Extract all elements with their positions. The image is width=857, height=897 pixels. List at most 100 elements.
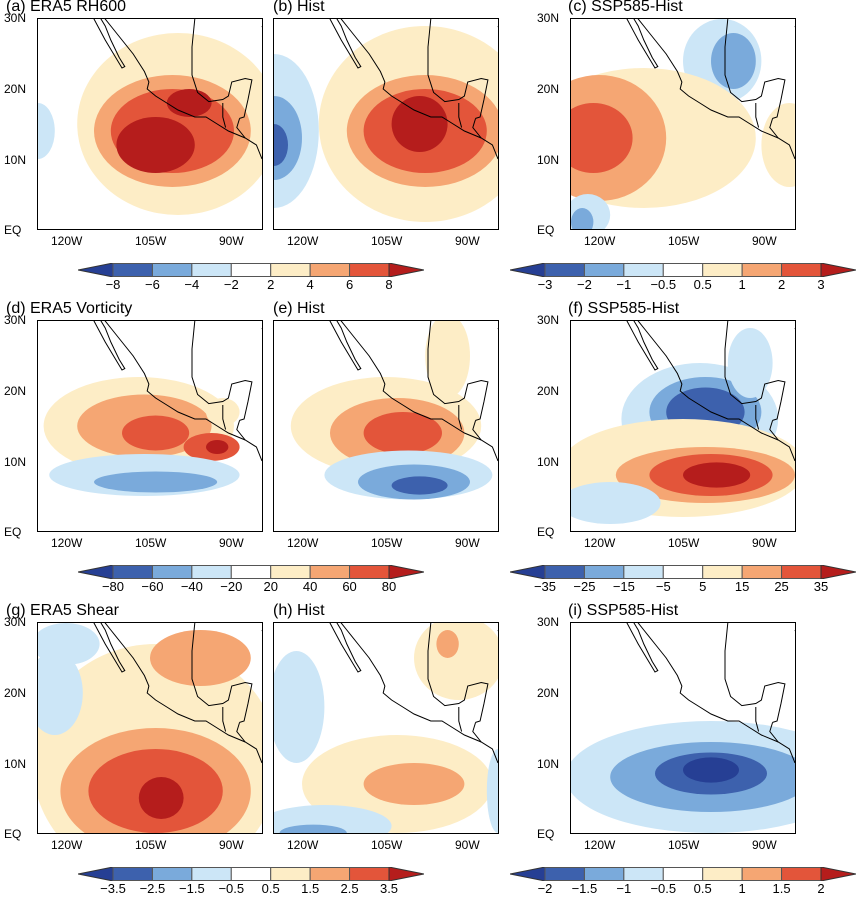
coastline	[633, 321, 795, 461]
lon-tick-label: 105W	[668, 838, 700, 852]
coastline	[428, 623, 488, 722]
colorbar-label: 80	[381, 579, 397, 594]
colorbar	[78, 867, 424, 881]
colorbar-label: −0.5	[650, 277, 677, 292]
colorbar-segment	[230, 565, 272, 579]
coastline	[192, 19, 252, 118]
colorbar-label: 3.5	[379, 881, 399, 896]
coastline	[725, 19, 785, 118]
colorbar-label: −1	[616, 881, 632, 896]
colorbar-segment	[112, 263, 153, 277]
colorbar	[510, 565, 856, 579]
map-panel	[273, 320, 499, 532]
colorbar-label: −5	[655, 579, 671, 594]
lat-tick-label: 30N	[537, 313, 560, 327]
colorbar-segment	[230, 867, 272, 881]
colorbar-segment	[702, 565, 743, 579]
panel-title: (d) ERA5 Vorticity	[6, 300, 133, 317]
lon-tick-label: 90W	[455, 234, 480, 248]
colorbar-label: −0.5	[650, 881, 677, 896]
colorbar-label: −2	[537, 881, 553, 896]
coastline	[459, 707, 481, 742]
contour-fill	[150, 630, 251, 686]
colorbar-segment	[349, 565, 390, 579]
lat-tick-label: EQ	[537, 827, 555, 841]
lat-tick-label: EQ	[4, 223, 22, 237]
lat-tick-label: 30N	[4, 615, 27, 629]
lat-tick-label: 10N	[537, 153, 560, 167]
lon-tick-label: 105W	[668, 536, 700, 550]
colorbar-max-arrow	[820, 565, 856, 579]
map-panel	[570, 622, 796, 834]
contour-fill	[166, 89, 212, 117]
colorbar-segment	[662, 263, 704, 277]
coastline	[633, 19, 795, 159]
lat-tick-label: 10N	[4, 455, 27, 469]
contour-fill	[683, 757, 739, 783]
colorbar-label: −35	[533, 579, 557, 594]
colorbar-label: 2	[267, 277, 275, 292]
colorbar-segment	[583, 263, 625, 277]
colorbar-label: −25	[573, 579, 596, 594]
lat-tick-label: EQ	[4, 827, 22, 841]
colorbar	[510, 867, 856, 881]
panel-title: (e) Hist	[273, 300, 325, 317]
coastline	[756, 707, 778, 742]
contour-fill	[274, 651, 325, 763]
lon-tick-label: 90W	[752, 838, 777, 852]
lon-tick-label: 120W	[51, 536, 83, 550]
lon-tick-label: 105W	[135, 234, 167, 248]
colorbar-segment	[112, 565, 153, 579]
lon-tick-label: 105W	[135, 838, 167, 852]
colorbar-segment	[702, 867, 743, 881]
colorbar-label: −4	[184, 277, 200, 292]
coastline	[100, 623, 262, 763]
contour-fill	[38, 651, 83, 735]
panel-title: (g) ERA5 Shear	[6, 602, 119, 619]
colorbar-label: 35	[813, 579, 829, 594]
lon-tick-label: 90W	[752, 234, 777, 248]
colorbar-segment	[191, 263, 232, 277]
map-panel	[570, 320, 796, 532]
lon-tick-label: 120W	[51, 838, 83, 852]
colorbar-label: 0.5	[261, 881, 280, 896]
lat-tick-label: 30N	[537, 11, 560, 25]
colorbar-label: 6	[345, 277, 354, 292]
contour-fill	[206, 440, 229, 454]
panel-title: (c) SSP585-Hist	[568, 0, 683, 15]
colorbar	[78, 565, 424, 579]
colorbar-segment	[270, 263, 311, 277]
lat-tick-label: 30N	[537, 615, 560, 629]
coastline	[616, 321, 658, 370]
map-panel	[37, 18, 263, 230]
contour-fill	[122, 415, 190, 451]
colorbar-segment	[270, 867, 311, 881]
lat-tick-label: 20N	[4, 82, 27, 96]
colorbar-segment	[741, 565, 783, 579]
contour-fill	[486, 749, 498, 833]
lat-tick-label: 30N	[4, 11, 27, 25]
coastline	[459, 103, 481, 138]
colorbar-segment	[349, 263, 390, 277]
colorbar-max-arrow	[388, 565, 424, 579]
contour-fill	[571, 103, 633, 173]
colorbar-max-arrow	[388, 867, 424, 881]
lat-tick-label: 10N	[4, 757, 27, 771]
contour-fill	[436, 630, 459, 658]
coastline	[83, 623, 125, 672]
lat-tick-label: 20N	[537, 686, 560, 700]
colorbar-label: −40	[180, 579, 203, 594]
colorbar-min-arrow	[78, 263, 114, 277]
colorbar-segment	[702, 263, 743, 277]
colorbar-label: −0.5	[218, 881, 245, 896]
colorbar-label: 5	[699, 579, 707, 594]
colorbar-label: 3	[817, 277, 825, 292]
coastline	[336, 19, 498, 159]
colorbar-segment	[662, 565, 704, 579]
coastline	[319, 19, 361, 68]
colorbar-label: 0.5	[693, 277, 712, 292]
contour-fill	[38, 103, 55, 159]
panel-title: (h) Hist	[273, 602, 325, 619]
lon-tick-label: 90W	[752, 536, 777, 550]
colorbar-label: 8	[385, 277, 393, 292]
